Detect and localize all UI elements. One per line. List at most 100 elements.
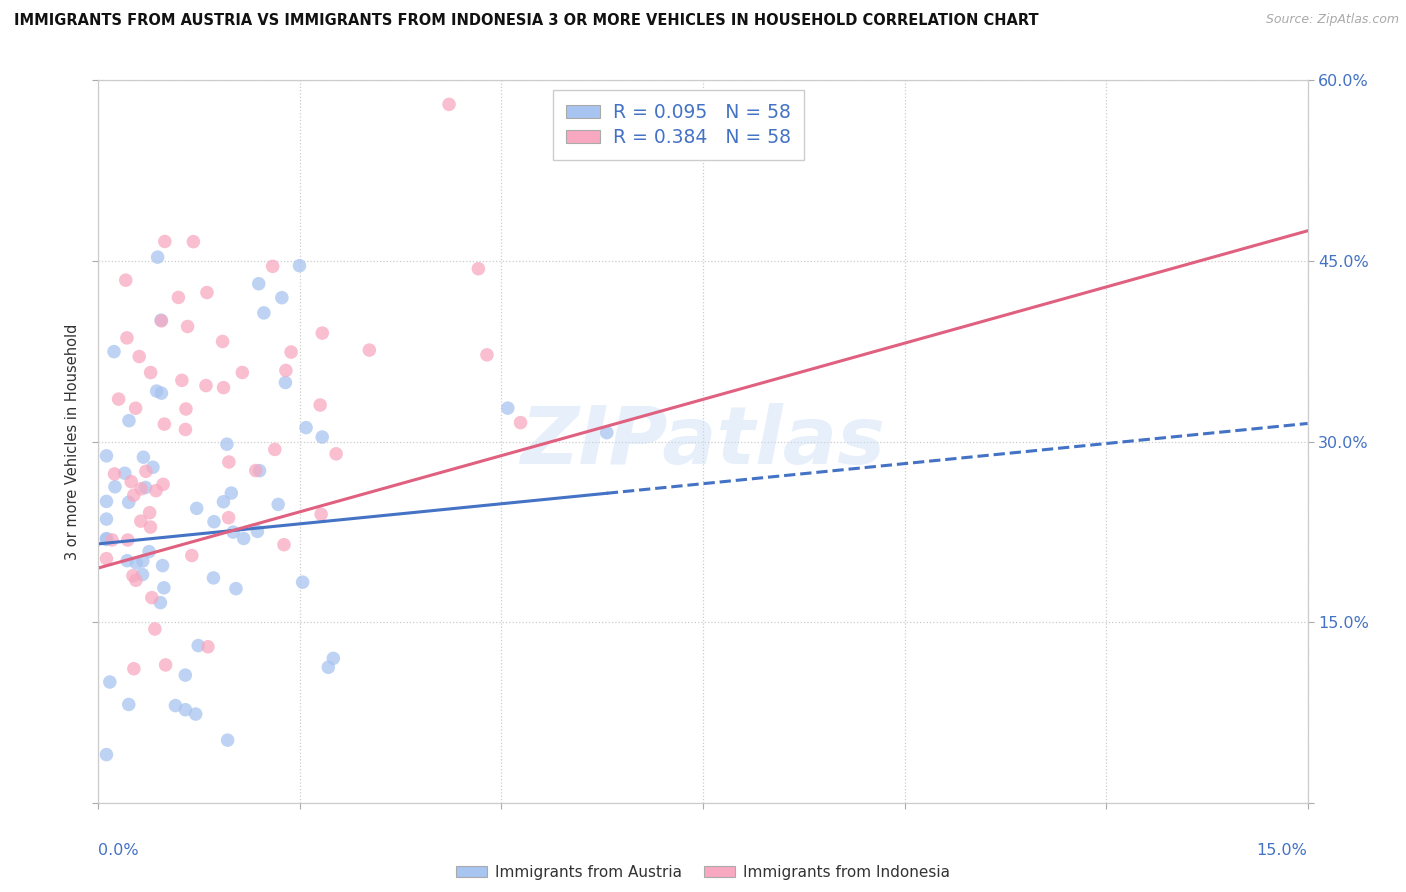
Point	[145, 384, 167, 398]
Point	[138, 544, 160, 558]
Point	[217, 733, 239, 747]
Point	[103, 467, 125, 481]
Point	[115, 331, 138, 345]
Point	[184, 707, 207, 722]
Point	[165, 698, 187, 713]
Point	[114, 273, 136, 287]
Point	[187, 639, 209, 653]
Point	[153, 417, 176, 431]
Point	[118, 414, 141, 428]
Point	[212, 495, 235, 509]
Point	[132, 450, 155, 465]
Point	[221, 486, 243, 500]
Point	[150, 386, 173, 401]
Point	[311, 326, 333, 340]
Point	[325, 447, 347, 461]
Point	[218, 455, 240, 469]
Legend: R = 0.095   N = 58, R = 0.384   N = 58: R = 0.095 N = 58, R = 0.384 N = 58	[553, 90, 804, 161]
Point	[280, 345, 302, 359]
Point	[222, 524, 245, 539]
Point	[231, 366, 253, 380]
Point	[138, 506, 160, 520]
Point	[118, 495, 141, 509]
Point	[232, 532, 254, 546]
Point	[202, 571, 225, 585]
Point	[218, 510, 240, 524]
Point	[125, 556, 148, 570]
Point	[141, 591, 163, 605]
Point	[103, 344, 125, 359]
Point	[274, 363, 297, 377]
Point	[150, 313, 173, 327]
Point	[143, 622, 166, 636]
Point	[197, 640, 219, 654]
Point	[145, 483, 167, 498]
Point	[311, 430, 333, 444]
Point	[131, 567, 153, 582]
Point	[247, 277, 270, 291]
Point	[125, 574, 148, 588]
Point	[129, 482, 152, 496]
Point	[467, 261, 489, 276]
Point	[134, 481, 156, 495]
Point	[122, 568, 145, 582]
Point	[270, 291, 292, 305]
Point	[212, 381, 235, 395]
Point	[96, 551, 118, 566]
Point	[215, 437, 238, 451]
Point	[195, 285, 218, 300]
Point	[128, 350, 150, 364]
Point	[437, 97, 460, 112]
Point	[120, 475, 142, 489]
Point	[475, 348, 498, 362]
Point	[96, 533, 118, 547]
Point	[316, 660, 339, 674]
Point	[139, 366, 162, 380]
Point	[174, 422, 197, 436]
Point	[253, 306, 276, 320]
Point	[183, 235, 205, 249]
Point	[263, 442, 285, 457]
Point	[142, 460, 165, 475]
Point	[124, 401, 146, 416]
Point	[509, 416, 531, 430]
Point	[322, 651, 344, 665]
Point	[104, 480, 127, 494]
Point	[114, 467, 136, 481]
Text: IMMIGRANTS FROM AUSTRIA VS IMMIGRANTS FROM INDONESIA 3 OR MORE VEHICLES IN HOUSE: IMMIGRANTS FROM AUSTRIA VS IMMIGRANTS FR…	[14, 13, 1039, 29]
Point	[107, 392, 129, 406]
Point	[291, 575, 314, 590]
Legend: Immigrants from Austria, Immigrants from Indonesia: Immigrants from Austria, Immigrants from…	[451, 860, 955, 884]
Point	[96, 494, 118, 508]
Point	[295, 420, 318, 434]
Point	[117, 533, 139, 547]
Point	[262, 260, 284, 274]
Point	[246, 524, 269, 539]
Point	[152, 477, 174, 491]
Point	[309, 508, 332, 522]
Point	[309, 398, 332, 412]
Point	[496, 401, 519, 416]
Point	[170, 373, 193, 387]
Point	[211, 334, 233, 349]
Point	[167, 290, 190, 304]
Point	[150, 314, 173, 328]
Point	[359, 343, 381, 357]
Point	[155, 657, 177, 672]
Point	[132, 554, 155, 568]
Point	[267, 497, 290, 511]
Point	[96, 449, 118, 463]
Point	[152, 558, 174, 573]
Point	[101, 533, 124, 547]
Point	[139, 520, 162, 534]
Point	[273, 538, 295, 552]
Point	[174, 402, 197, 417]
Point	[96, 747, 118, 762]
Point	[596, 425, 619, 440]
Point	[249, 464, 271, 478]
Point	[245, 464, 267, 478]
Point	[115, 554, 138, 568]
Point	[180, 549, 202, 563]
Y-axis label: 3 or more Vehicles in Household: 3 or more Vehicles in Household	[65, 324, 80, 559]
Point	[274, 376, 297, 390]
